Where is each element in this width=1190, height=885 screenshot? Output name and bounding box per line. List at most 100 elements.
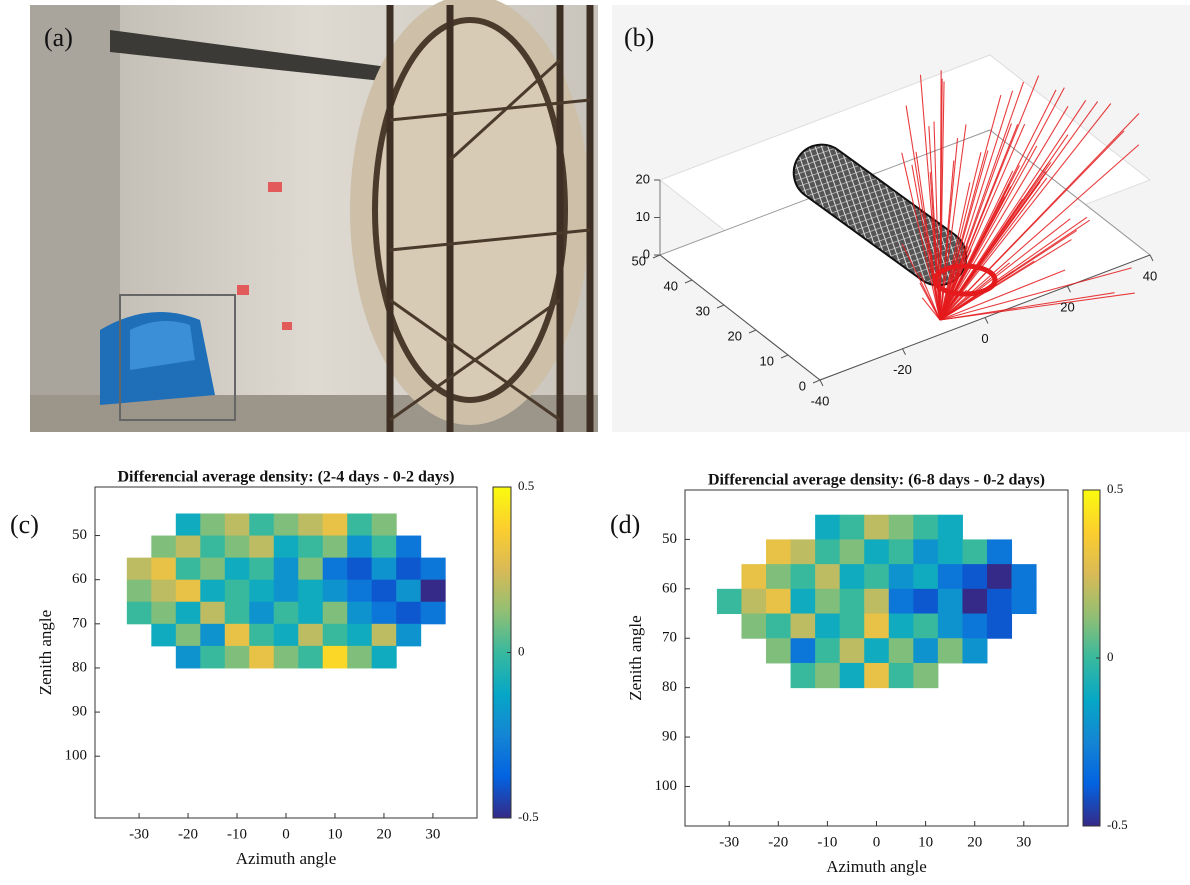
heat-cell <box>298 579 324 603</box>
heat-cell <box>815 613 841 639</box>
x-tick-label: -30 <box>719 834 739 850</box>
heat-cell <box>151 601 177 625</box>
ray <box>901 152 941 321</box>
heat-cell <box>839 638 865 664</box>
panel-label: (c) <box>10 510 39 539</box>
y-tick-label: 80 <box>72 659 87 675</box>
heat-cell <box>962 564 988 590</box>
heat-cell <box>347 513 373 537</box>
heat-cell <box>151 557 177 581</box>
heat-cell <box>839 662 865 689</box>
heat-cell <box>913 662 939 689</box>
heat-cell <box>839 539 865 565</box>
heat-cell <box>913 638 939 664</box>
heat-cell <box>347 623 373 647</box>
heat-cell <box>347 535 373 559</box>
x-tick-label: -30 <box>129 826 149 842</box>
ray <box>939 230 1078 321</box>
ray <box>911 164 941 321</box>
y-tick-label: 50 <box>662 531 677 547</box>
heat-cell <box>347 579 373 603</box>
x-tick-label: -40 <box>811 393 830 408</box>
ray <box>939 101 1099 321</box>
heat-cell <box>298 513 324 537</box>
heat-cell <box>815 638 841 664</box>
colorbar-tick-label: 0 <box>1107 649 1114 664</box>
heat-cell <box>888 514 914 540</box>
heat-cell <box>249 645 275 669</box>
x-tick-label: 20 <box>376 826 391 842</box>
heat-cell <box>962 638 988 664</box>
x-tick-label: 0 <box>282 826 290 842</box>
heat-cell <box>766 613 792 639</box>
heat-cell <box>224 645 250 669</box>
ray <box>915 151 941 321</box>
ray <box>939 292 1115 321</box>
heat-cell <box>888 564 914 590</box>
ray <box>939 106 1069 321</box>
x-tick-label: -20 <box>178 826 198 842</box>
heat-cell <box>224 535 250 559</box>
heat-cell <box>790 613 816 639</box>
heatmap-c: -30 -20 -10 0 10 20 30 50 60 70 80 90 100 Differencia… <box>36 469 539 868</box>
heat-cell <box>224 601 250 625</box>
y-tick-label: 30 <box>696 303 710 318</box>
heat-cell <box>815 662 841 689</box>
x-tick-label: -20 <box>768 834 788 850</box>
heat-cell <box>298 645 324 669</box>
x-tick-label: 10 <box>327 826 342 842</box>
heat-cell <box>322 535 348 559</box>
heat-cell <box>913 564 939 590</box>
heat-cell <box>913 613 939 639</box>
heat-cell <box>420 579 446 603</box>
heat-cell <box>224 623 250 647</box>
z-tick-label: 0 <box>643 246 650 261</box>
tick-mark <box>902 348 906 355</box>
heat-cell <box>1011 564 1037 590</box>
heat-cell <box>273 513 299 537</box>
ray <box>939 70 942 321</box>
heat-cell <box>175 623 201 647</box>
ray <box>939 218 1071 321</box>
ray <box>939 103 1112 321</box>
heat-cell <box>298 623 324 647</box>
x-axis-label: Azimuth angle <box>826 857 927 876</box>
ray <box>921 297 941 321</box>
ray <box>939 292 1135 321</box>
colorbar-tick-label: 0 <box>518 643 525 658</box>
heat-cell <box>937 539 963 565</box>
heat-cell <box>937 514 963 540</box>
heat-cell <box>298 601 324 625</box>
heat-cell <box>864 662 890 689</box>
heat-cell <box>766 638 792 664</box>
heat-cell <box>864 613 890 639</box>
heat-cell <box>839 564 865 590</box>
x-tick-label: 30 <box>425 826 440 842</box>
heat-cell <box>766 539 792 565</box>
heat-cell <box>790 638 816 664</box>
heat-cell <box>716 588 742 615</box>
heat-cell <box>322 513 348 537</box>
heat-cell <box>1011 588 1037 615</box>
heat-cell <box>126 579 152 603</box>
ray <box>939 75 1040 321</box>
heat-cell <box>986 539 1013 565</box>
heat-cell <box>741 564 767 590</box>
heat-cell <box>962 613 988 639</box>
x-tick-label: -20 <box>893 362 912 377</box>
heat-cell <box>175 557 201 581</box>
heat-cell <box>888 638 914 664</box>
heat-cell <box>249 623 275 647</box>
heat-cell <box>913 588 939 615</box>
x-tick-label: 20 <box>967 834 982 850</box>
heat-cell <box>175 579 201 603</box>
heat-cell <box>200 579 226 603</box>
z-tick-label: 20 <box>636 171 650 186</box>
heat-cell <box>224 557 250 581</box>
x-tick-label: 30 <box>1016 834 1031 850</box>
heat-cell <box>913 539 939 565</box>
x-tick-label: 0 <box>981 331 988 346</box>
x-axis-label: Azimuth angle <box>236 849 337 868</box>
colorbar-tick-label: -0.5 <box>1107 817 1128 832</box>
